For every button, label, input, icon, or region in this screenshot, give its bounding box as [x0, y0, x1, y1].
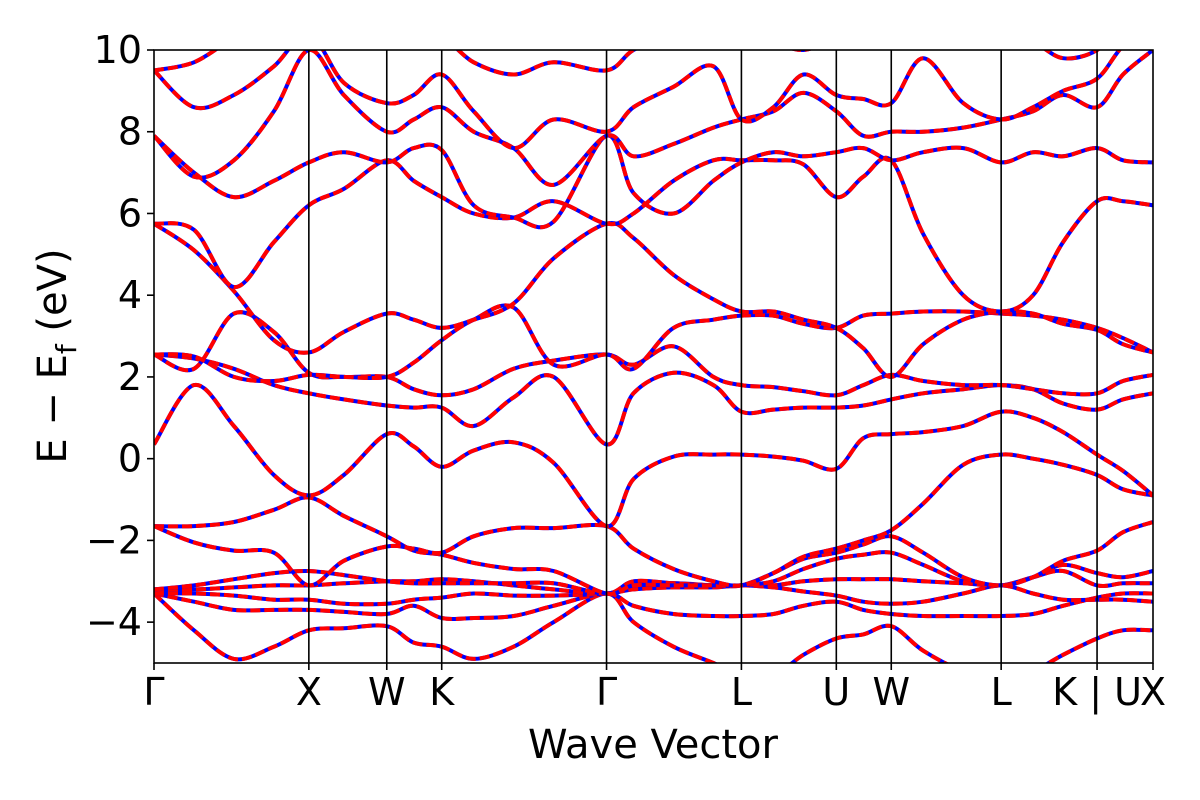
x-tick-label: U — [822, 670, 850, 714]
band-dashed-line — [154, 50, 1122, 151]
y-tick-label: −4 — [86, 600, 142, 644]
band-dashed-line — [154, 568, 1153, 596]
y-axis-label-main: E − E — [30, 354, 76, 464]
y-tick-label: 0 — [118, 437, 142, 481]
band-solid-line — [154, 133, 1153, 230]
band-dashed-line — [154, 303, 1153, 384]
band-solid-line — [154, 591, 1153, 663]
band-solid-line — [154, 495, 1153, 596]
band-solid-line — [154, 155, 1153, 314]
x-tick-label: Γ — [143, 670, 164, 714]
x-tick-label: W — [368, 670, 406, 714]
y-tick-label: 4 — [118, 273, 142, 317]
band-dashed-line — [154, 495, 1153, 596]
y-tick-label: 2 — [118, 355, 142, 399]
band-dashed-line — [154, 155, 1153, 314]
x-tick-label: Γ — [596, 670, 617, 714]
x-tick-label: L — [991, 670, 1012, 714]
bands-group — [154, 50, 1153, 663]
x-tick-label: X — [1140, 670, 1166, 714]
y-axis-label-subscript: f — [50, 343, 83, 354]
y-tick-label: 10 — [94, 28, 142, 72]
band-dashed-line — [154, 591, 1153, 663]
y-axis-label: E − Ef (eV) — [30, 248, 83, 463]
band-dashed-line — [154, 50, 1153, 187]
band-solid-line — [154, 452, 1153, 588]
x-tick-label: W — [872, 670, 910, 714]
band-dashed-line — [154, 50, 1101, 77]
y-tick-label: −2 — [86, 518, 142, 562]
x-tick-label: K — [429, 670, 455, 714]
band-solid-line — [154, 50, 1122, 151]
band-dashed-line — [154, 383, 1153, 529]
x-axis-label: Wave Vector — [528, 722, 779, 768]
x-tick-label: L — [731, 670, 752, 714]
band-dashed-line — [154, 133, 1153, 230]
y-tick-label: 6 — [118, 191, 142, 235]
band-dashed-line — [154, 591, 1153, 622]
y-tick-label: 8 — [118, 110, 142, 154]
plot-frame — [153, 49, 1154, 664]
high-symmetry-lines — [308, 50, 1098, 663]
y-axis-label-unit: (eV) — [30, 248, 76, 344]
band-solid-line — [154, 50, 1101, 77]
band-solid-line — [154, 591, 1153, 622]
band-solid-line — [154, 583, 1153, 607]
y-axis-ticks: 10 8 6 4 2 0 −2 −4 — [86, 28, 154, 644]
x-tick-label: K | U — [1052, 670, 1142, 715]
x-tick-label: X — [296, 670, 322, 714]
band-dashed-line — [154, 452, 1153, 588]
